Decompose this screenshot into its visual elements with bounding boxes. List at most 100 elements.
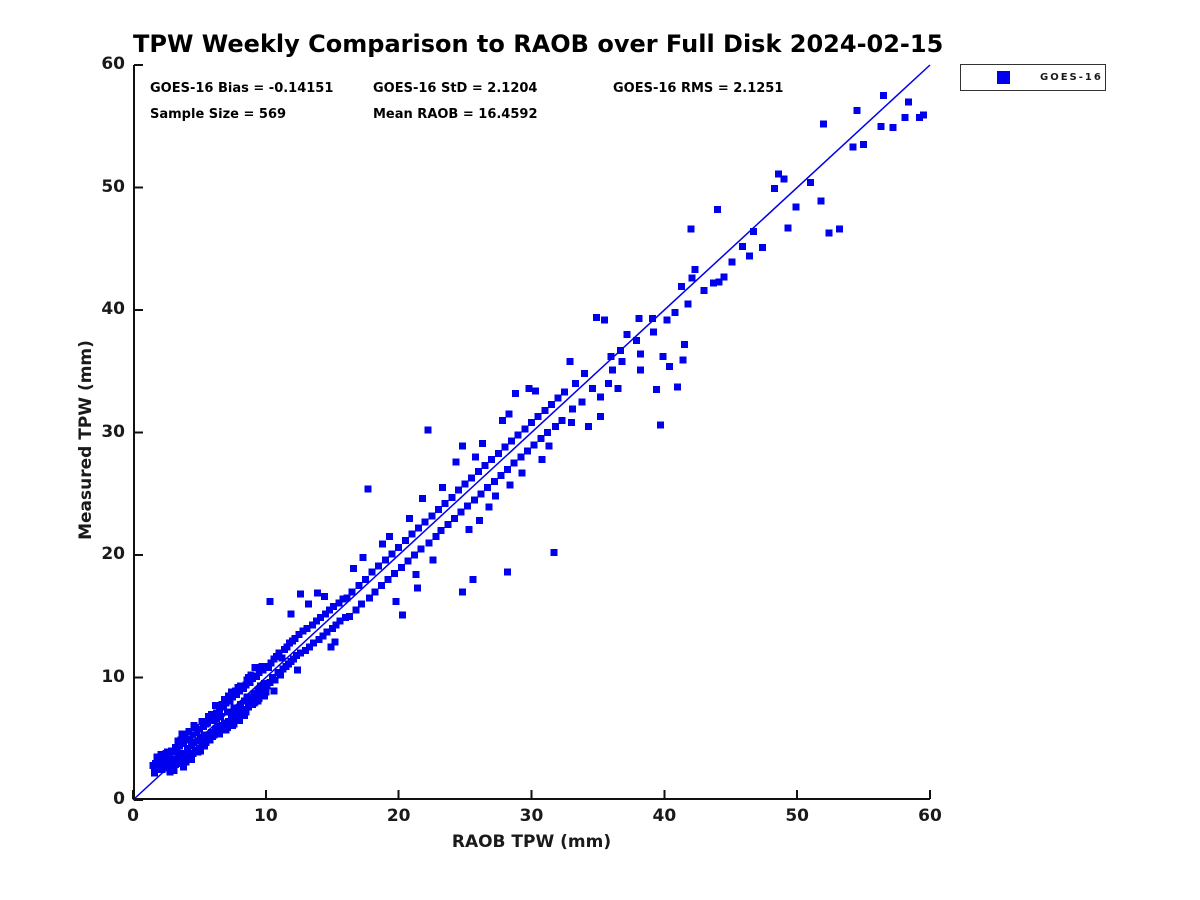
data-point-marker bbox=[419, 495, 427, 503]
data-point-marker bbox=[605, 380, 613, 387]
data-point-marker bbox=[656, 421, 664, 429]
y-tick-label: 30 bbox=[101, 421, 125, 442]
data-point-marker bbox=[512, 389, 520, 397]
legend-marker-square-icon bbox=[997, 71, 1010, 84]
x-tick-label: 40 bbox=[652, 806, 677, 826]
data-point-marker bbox=[229, 693, 237, 701]
data-point-marker bbox=[217, 713, 225, 721]
data-point-marker bbox=[368, 568, 376, 576]
data-point-marker bbox=[316, 613, 324, 621]
data-point-marker bbox=[700, 286, 708, 294]
data-point-marker bbox=[530, 441, 538, 449]
data-point-marker bbox=[623, 331, 631, 338]
data-point-marker bbox=[652, 386, 660, 394]
data-point-marker bbox=[537, 435, 545, 443]
data-point-marker bbox=[157, 751, 165, 759]
data-point-marker bbox=[849, 143, 857, 151]
data-point-marker bbox=[201, 742, 209, 750]
data-point-marker bbox=[597, 393, 605, 401]
data-point-marker bbox=[478, 440, 486, 448]
y-tick-label: 0 bbox=[113, 789, 125, 809]
data-point-marker bbox=[264, 664, 272, 672]
data-point-marker bbox=[581, 370, 589, 378]
data-point-marker bbox=[461, 480, 469, 488]
x-tick-label: 10 bbox=[253, 806, 278, 826]
data-point-marker bbox=[632, 337, 640, 345]
data-point-marker bbox=[214, 727, 222, 735]
data-point-marker bbox=[678, 283, 686, 291]
data-point-marker bbox=[276, 671, 284, 679]
data-point-marker bbox=[294, 666, 302, 674]
data-point-marker bbox=[193, 747, 201, 755]
data-point-marker bbox=[439, 484, 447, 492]
data-point-marker bbox=[166, 768, 174, 776]
data-point-marker bbox=[497, 471, 505, 479]
data-point-marker bbox=[270, 687, 278, 695]
data-point-marker bbox=[680, 340, 688, 348]
data-point-marker bbox=[915, 114, 923, 122]
data-point-marker bbox=[458, 442, 466, 450]
data-point-marker bbox=[150, 769, 158, 777]
data-point-marker bbox=[237, 700, 245, 708]
data-point-marker bbox=[688, 274, 696, 282]
data-point-marker bbox=[521, 425, 529, 433]
data-point-marker bbox=[199, 736, 207, 744]
data-point-marker bbox=[161, 753, 169, 761]
data-point-marker bbox=[179, 740, 187, 748]
data-point-marker bbox=[464, 502, 472, 510]
data-point-marker bbox=[222, 699, 230, 707]
data-point-marker bbox=[251, 664, 259, 672]
data-point-marker bbox=[342, 613, 350, 621]
data-point-marker bbox=[221, 696, 229, 704]
data-point-marker bbox=[474, 468, 482, 476]
data-point-marker bbox=[531, 387, 539, 395]
data-point-marker bbox=[359, 553, 367, 561]
data-point-marker bbox=[666, 362, 674, 370]
data-point-marker bbox=[517, 453, 525, 461]
data-point-marker bbox=[197, 747, 205, 755]
data-point-marker bbox=[385, 533, 393, 541]
data-point-marker bbox=[684, 300, 692, 308]
stat-sample-size: Sample Size = 569 bbox=[150, 107, 287, 122]
data-point-marker bbox=[425, 539, 433, 547]
data-point-marker bbox=[348, 588, 356, 596]
data-point-marker bbox=[211, 702, 219, 710]
y-tick-label: 50 bbox=[101, 176, 125, 197]
x-tick-label: 20 bbox=[386, 806, 411, 826]
data-point-marker bbox=[452, 458, 460, 466]
data-point-marker bbox=[679, 356, 687, 364]
data-point-marker bbox=[806, 179, 814, 187]
data-point-marker bbox=[614, 384, 622, 392]
data-point-marker bbox=[397, 563, 405, 571]
data-point-marker bbox=[550, 549, 558, 557]
data-point-marker bbox=[569, 405, 577, 413]
data-point-marker bbox=[218, 700, 226, 708]
data-point-marker bbox=[245, 674, 253, 681]
data-point-marker bbox=[255, 669, 263, 677]
data-point-marker bbox=[421, 518, 429, 526]
data-point-marker bbox=[545, 442, 553, 450]
legend: GOES-16 bbox=[960, 64, 1106, 91]
data-point-marker bbox=[257, 682, 265, 690]
data-point-marker bbox=[384, 576, 392, 583]
data-point-marker bbox=[792, 203, 800, 211]
data-point-marker bbox=[784, 224, 792, 232]
data-point-marker bbox=[759, 244, 767, 252]
data-point-marker bbox=[636, 366, 644, 374]
data-point-marker bbox=[355, 582, 363, 590]
data-point-marker bbox=[618, 357, 626, 365]
data-point-marker bbox=[225, 718, 233, 726]
chart-title: TPW Weekly Comparison to RAOB over Full … bbox=[133, 30, 944, 58]
data-point-marker bbox=[371, 588, 379, 596]
data-point-marker bbox=[687, 225, 695, 233]
data-point-marker bbox=[648, 315, 656, 323]
data-point-marker bbox=[597, 413, 605, 421]
data-point-marker bbox=[381, 556, 389, 564]
data-point-marker bbox=[377, 582, 385, 590]
data-point-marker bbox=[424, 426, 432, 434]
data-point-marker bbox=[593, 313, 601, 321]
data-point-marker bbox=[302, 647, 310, 655]
data-point-marker bbox=[728, 258, 736, 266]
y-axis-label: Measured TPW (mm) bbox=[76, 340, 96, 540]
